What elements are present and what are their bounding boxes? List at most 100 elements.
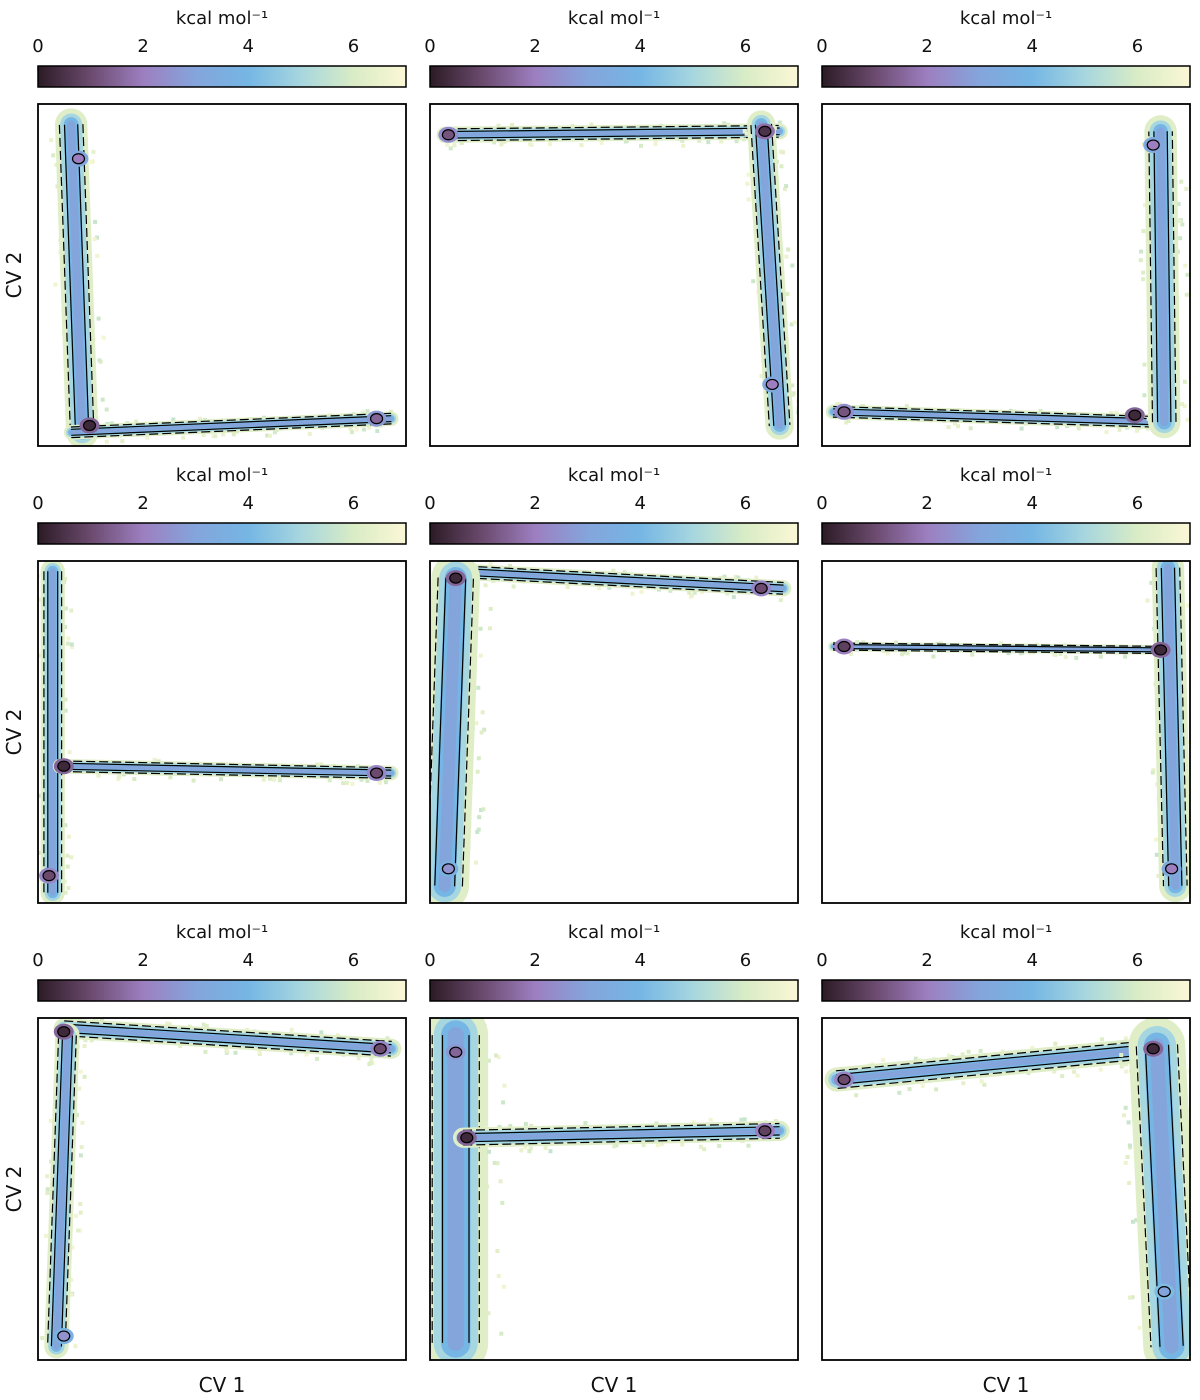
- colorbar: [821, 522, 1191, 545]
- heatmap-cell: [1117, 427, 1122, 432]
- heatmap-cell: [1120, 1062, 1125, 1067]
- heatmap-cell: [745, 181, 750, 186]
- heatmap-cell: [722, 121, 727, 126]
- heatmap-cell: [101, 335, 106, 340]
- heatmap-cell: [744, 131, 749, 136]
- heatmap-cell: [885, 651, 890, 656]
- y-axis-label: CV 2: [2, 709, 26, 756]
- heatmap-cell: [348, 426, 353, 431]
- heatmap-cell: [265, 433, 270, 438]
- contour-line: [837, 1053, 1158, 1086]
- heatmap-cell: [95, 235, 99, 240]
- colorbar-tick-label: 2: [529, 950, 540, 971]
- heatmap-cell: [225, 1049, 230, 1054]
- heatmap-cell: [1127, 1295, 1132, 1300]
- plot-frame: [821, 103, 1191, 447]
- heatmap-cell: [426, 1274, 430, 1278]
- panel-row1-col1: kcal mol⁻¹ 0 2 4 6 CV 2: [2, 8, 407, 447]
- heatmap-area: [828, 561, 1190, 903]
- heatmap-cell: [63, 625, 67, 629]
- heatmap-cell: [979, 1079, 984, 1084]
- heatmap-cell: [63, 708, 68, 713]
- heatmap-cell: [1125, 1155, 1130, 1159]
- energy-band: [757, 120, 784, 430]
- heatmap-cell: [120, 439, 125, 444]
- heatmap-cell: [751, 279, 756, 284]
- heatmap-cell: [639, 589, 644, 594]
- contour-line: [833, 642, 1165, 647]
- minimum-contour: [57, 760, 71, 772]
- heatmap-cell: [655, 1143, 660, 1148]
- heatmap-cell: [953, 421, 957, 426]
- heatmap-cell: [91, 149, 96, 154]
- heatmap-cell: [1187, 1108, 1190, 1113]
- heatmap-cell: [40, 1336, 45, 1341]
- y-axis-label: CV 2: [2, 1166, 26, 1213]
- heatmap-cell: [483, 583, 488, 588]
- heatmap-cell: [854, 1093, 859, 1098]
- heatmap-cell: [419, 740, 423, 744]
- colorbar-tick-label: 4: [635, 493, 646, 514]
- heatmap-cell: [425, 759, 429, 763]
- heatmap-cell: [790, 392, 795, 397]
- heatmap-cell: [117, 774, 122, 779]
- heatmap-cell: [1182, 404, 1187, 409]
- heatmap-cell: [731, 595, 736, 599]
- heatmap-cell: [782, 187, 787, 192]
- heatmap-cell: [680, 138, 685, 143]
- heatmap-cell: [480, 710, 485, 715]
- heatmap-cell: [272, 430, 277, 435]
- heatmap-cell: [452, 143, 457, 148]
- heatmap-cell: [1143, 203, 1148, 208]
- heatmap-cell: [502, 1083, 507, 1088]
- heatmap-cell: [846, 419, 851, 423]
- heatmap-cell: [523, 1145, 528, 1150]
- contour-line: [1166, 131, 1172, 423]
- heatmap-cell: [70, 645, 75, 650]
- heatmap-cell: [1154, 852, 1159, 857]
- contour-line: [434, 577, 447, 886]
- heatmap-cell: [565, 585, 570, 589]
- heatmap-cell: [746, 197, 751, 202]
- heatmap-cell: [92, 237, 97, 241]
- heatmap-cell: [1030, 1045, 1035, 1050]
- heatmap-cell: [145, 435, 150, 440]
- x-axis-label: CV 1: [983, 1373, 1030, 1397]
- heatmap-cell: [1145, 598, 1150, 603]
- contour-line: [444, 127, 780, 133]
- heatmap-cell: [970, 652, 975, 657]
- heatmap-cell: [719, 139, 724, 144]
- heatmap-cell: [168, 775, 173, 780]
- heatmap-cell: [327, 778, 332, 783]
- colorbar-tick-label: 0: [424, 493, 435, 514]
- x-axis-label: CV 1: [199, 1373, 246, 1397]
- heatmap-cell: [622, 569, 627, 574]
- contour-line: [1155, 568, 1165, 887]
- heatmap-cell: [527, 1149, 532, 1154]
- colorbar-label: kcal mol⁻¹: [568, 465, 660, 486]
- contour-line: [1148, 131, 1154, 423]
- heatmap-cell: [899, 652, 904, 657]
- heatmap-area: [418, 1018, 790, 1360]
- colorbar-tick-label: 0: [424, 950, 435, 971]
- heatmap-area: [436, 110, 798, 440]
- heatmap-cell: [902, 650, 907, 655]
- contour-line: [770, 123, 791, 425]
- colorbar: [429, 65, 799, 88]
- contour-line: [444, 124, 780, 130]
- energy-band: [831, 409, 1167, 424]
- colorbar-tick-label: 4: [243, 493, 254, 514]
- heatmap-cell: [784, 184, 789, 189]
- colorbar-tick-label: 0: [32, 36, 43, 57]
- contour-line: [444, 136, 780, 142]
- plot-frame: [821, 560, 1191, 904]
- heatmap-cell: [204, 1023, 209, 1028]
- heatmap-cell: [1123, 1160, 1128, 1165]
- heatmap-cell: [350, 430, 354, 435]
- heatmap-cell: [946, 425, 951, 430]
- heatmap-cell: [100, 397, 105, 402]
- heatmap-cell: [418, 1238, 422, 1242]
- heatmap-cell: [367, 425, 372, 430]
- heatmap-cell: [1150, 770, 1155, 775]
- heatmap-cell: [722, 574, 727, 579]
